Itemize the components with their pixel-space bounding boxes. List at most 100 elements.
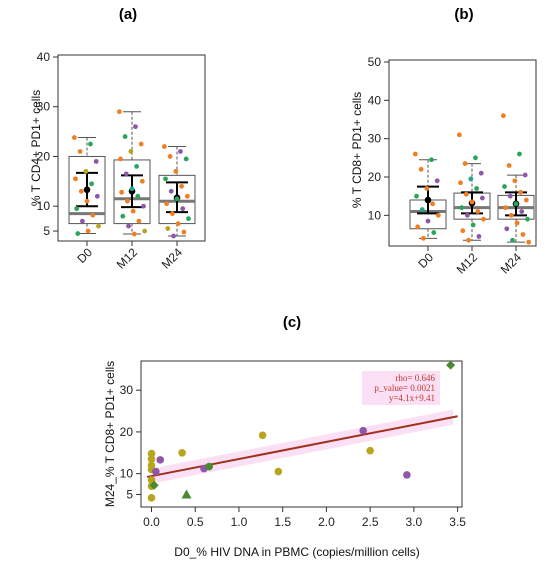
b-mean-point (424, 196, 432, 204)
panel-c-ylabel: M24_% T CD8+ PD1+ cells (103, 361, 117, 507)
a-point (138, 141, 144, 147)
b-point (419, 207, 425, 212)
a-point (116, 109, 122, 115)
b-point (513, 201, 519, 207)
b-point (506, 163, 512, 168)
a-point (179, 183, 185, 189)
a-x-tick-label-m24: M24 (159, 245, 186, 272)
b-y-tick-label: 10 (368, 208, 382, 222)
b-y-tick-label: 50 (368, 55, 382, 69)
c-x-tick-label: 1.0 (231, 515, 248, 529)
b-x-tick-label-m12: M12 (454, 250, 481, 277)
annotation-rho: rho= 0.646 (395, 373, 435, 383)
a-mean-point (83, 186, 91, 194)
a-point (167, 154, 173, 159)
a-point (184, 193, 190, 199)
b-point (522, 172, 528, 178)
panel-c-x-axis: 0.0 0.5 1.0 1.5 2.0 2.5 3.0 3.5 (143, 506, 466, 529)
a-point (123, 171, 129, 177)
a-point (119, 189, 125, 195)
b-point (525, 216, 530, 222)
scatter-point (147, 494, 156, 502)
scatter-point (147, 461, 156, 470)
panel-c-fit-line (146, 415, 458, 478)
a-point (126, 223, 131, 229)
b-point (462, 161, 468, 166)
b-point (424, 186, 430, 191)
scatter-point (147, 449, 156, 458)
a-point (142, 228, 148, 234)
b-point (412, 151, 418, 157)
a-point (125, 198, 130, 204)
a-point (96, 223, 101, 229)
a-point (85, 228, 91, 234)
a-box-d0 (68, 155, 106, 225)
panel-b-cd8-boxplot: (b) % T CD8+ PD1+ cells 10 20 30 40 50 D0 M12… (350, 6, 537, 277)
a-point (183, 156, 189, 162)
scatter-point-diamond (446, 360, 456, 370)
b-point (479, 195, 485, 201)
b-y-tick-label: 30 (368, 132, 382, 146)
a-point (118, 156, 123, 162)
a-point (134, 164, 140, 169)
a-point (164, 201, 170, 207)
a-point (90, 212, 96, 218)
c-x-tick-label: 2.0 (318, 515, 335, 529)
b-point (434, 178, 440, 184)
b-point (431, 230, 437, 235)
a-x-tick-label-m12: M12 (114, 245, 141, 272)
b-point (463, 191, 469, 197)
panel-b-points (412, 113, 532, 245)
panel-a-points (71, 109, 191, 239)
a-point (130, 208, 136, 214)
b-x-tick-label-m24: M24 (498, 250, 525, 277)
a-box-m12 (113, 159, 151, 225)
a-point (83, 168, 89, 174)
regression-line (146, 415, 458, 478)
a-point (178, 149, 183, 154)
a-point (120, 213, 126, 219)
scatter-point (147, 455, 156, 463)
b-y-tick-label: 40 (368, 93, 382, 107)
a-point (161, 144, 167, 149)
a-point (135, 193, 141, 199)
b-point (518, 189, 523, 195)
panel-c-y-axis: 5 10 20 30 (120, 383, 142, 501)
b-point (475, 209, 481, 214)
b-point (470, 222, 476, 228)
panel-b-ylabel: % T CD8+ PD1+ cells (350, 92, 364, 208)
panel-a-cd4-boxplot: (a) % T CD4+ PD1+ cells 5 10 20 30 40 D0 M12 M… (29, 6, 206, 272)
a-point (186, 216, 191, 222)
a-point (181, 229, 187, 235)
a-y-tick-label: 5 (43, 224, 50, 238)
panel-a-letter: (a) (119, 6, 137, 23)
b-point (459, 205, 465, 211)
c-x-tick-label: 3.5 (449, 515, 466, 529)
panel-a-boxes (68, 111, 196, 237)
panel-b-letter: (b) (454, 6, 473, 23)
b-point (509, 212, 514, 218)
b-point (510, 237, 515, 243)
a-point (141, 203, 146, 209)
b-point (435, 212, 441, 218)
b-point (526, 239, 532, 245)
scatter-point (152, 467, 160, 476)
scatter-point (156, 456, 165, 464)
a-point (122, 134, 128, 139)
panel-c-points (147, 360, 456, 502)
c-x-tick-label: 2.5 (362, 515, 379, 529)
a-point (71, 135, 77, 140)
b-point (414, 193, 419, 199)
b-point (421, 235, 426, 241)
b-point (415, 224, 421, 230)
c-y-tick-label: 10 (120, 467, 134, 481)
c-x-tick-label: 3.0 (406, 515, 423, 529)
a-point (89, 181, 94, 187)
scatter-point (258, 431, 267, 440)
a-y-tick-label: 40 (37, 50, 51, 64)
b-point (465, 212, 470, 218)
panel-b-frame (388, 59, 537, 247)
a-point (174, 196, 180, 202)
a-point (75, 231, 81, 236)
